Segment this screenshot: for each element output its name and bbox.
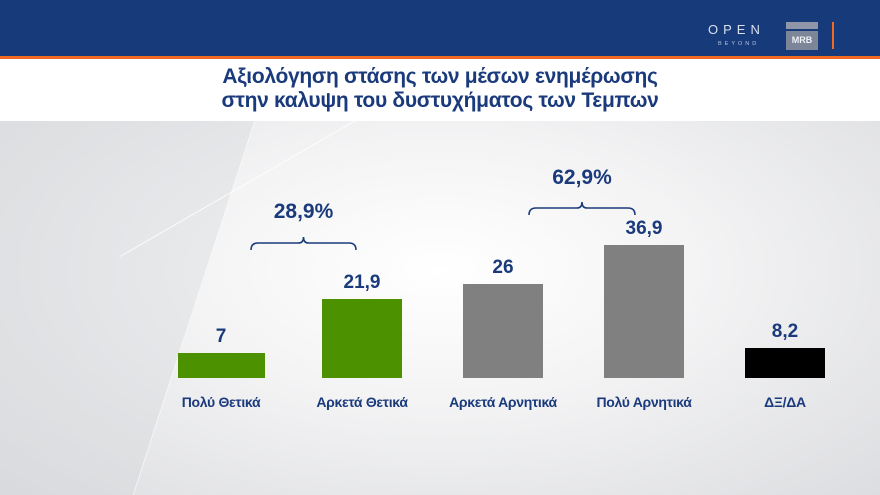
category-label: Αρκετά Θετικά (316, 394, 408, 410)
bar-value-label: 7 (215, 325, 227, 347)
title-area: Αξιολόγηση στάσης των μέσων ενημέρωσης σ… (0, 59, 880, 121)
open-logo: OPEN (708, 22, 765, 37)
bar-3 (463, 284, 543, 378)
chart-title: Αξιολόγηση στάσης των μέσων ενημέρωσης σ… (0, 65, 880, 113)
logo-separator (832, 22, 834, 49)
bar-value-label: 8,2 (771, 321, 799, 343)
bar-5 (745, 348, 825, 378)
mrb-logo-bar (786, 22, 818, 31)
group-total-label: 62,9% (552, 166, 612, 189)
bar-value-label: 36,9 (625, 218, 663, 240)
category-label: ΔΞ/ΔΑ (764, 394, 806, 410)
chart-title-line1: Αξιολόγηση στάσης των μέσων ενημέρωσης (222, 65, 658, 88)
curly-brace-icon (250, 236, 357, 251)
group-total-label: 28,9% (273, 200, 334, 223)
mrb-logo-text: MRB (791, 35, 813, 45)
decorative-panel (0, 121, 269, 495)
category-label: Πολύ Θετικά (181, 394, 261, 410)
bar-value-label: 21,9 (343, 272, 381, 294)
bar-value-label: 26 (492, 257, 514, 279)
bar-4 (604, 245, 684, 378)
bar-2 (322, 299, 402, 378)
header-accent-line (0, 56, 880, 59)
chart-background (0, 121, 880, 495)
category-label: Πολύ Αρνητικά (596, 394, 692, 410)
header-bar: OPEN BEYOND MRB (0, 0, 880, 56)
bar-1 (177, 352, 265, 378)
category-label: Αρκετά Αρνητικά (449, 394, 557, 410)
mrb-logo: MRB (786, 22, 818, 50)
beyond-logo-text: BEYOND (718, 41, 760, 47)
curly-brace-icon (528, 201, 636, 216)
chart-title-line2: στην καλυψη του δυστυχήματος των Τεμπων (221, 89, 659, 112)
